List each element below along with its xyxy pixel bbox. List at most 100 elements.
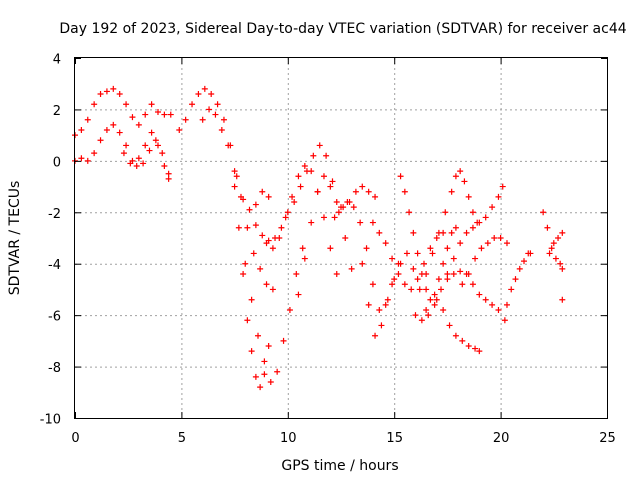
data-point-marker [499,183,506,190]
data-point-marker [397,173,404,180]
data-point-marker [559,296,566,303]
data-point-marker [516,265,523,272]
data-point-marker [469,209,476,216]
data-point-marker [389,281,396,288]
data-point-marker [465,343,472,349]
y-tick-labels: -10 -8 -6 -4 -2 0 2 4 [40,53,61,428]
data-point-marker [414,276,421,283]
data-point-marker [103,88,110,95]
data-point-marker [201,85,208,92]
data-point-marker [457,240,464,247]
data-point-marker [440,260,447,267]
data-point-marker [357,219,364,226]
data-point-marker [261,358,268,365]
data-point-marker [384,296,391,303]
series-arc-v [546,229,566,303]
data-point-marker [482,214,489,221]
data-point-marker [297,183,304,190]
data-point-marker [438,286,445,293]
data-point-marker [431,291,438,298]
y-axis-title: SDTVAR / TECUs [7,181,23,296]
data-point-marker [195,91,202,97]
data-point-marker [378,322,385,329]
data-point-marker [212,111,219,118]
x-tick-label: 0 [71,431,79,446]
data-point-marker [316,142,323,149]
data-point-marker [408,286,415,293]
data-point-marker [369,281,376,288]
data-point-marker [476,291,483,298]
data-point-marker [280,337,287,344]
data-point-marker [442,209,449,216]
data-point-marker [333,199,340,205]
data-point-marker [110,85,117,92]
data-point-marker [135,155,142,162]
data-point-marker [495,193,502,200]
plot-frame [74,57,608,419]
data-point-marker [246,206,253,213]
y-tick-label: -2 [48,207,61,222]
data-point-marker [552,255,559,262]
data-point-marker [278,224,285,231]
data-point-marker [461,178,468,185]
data-point-marker [123,101,130,108]
data-point-marker [450,255,457,262]
data-point-marker [406,209,413,216]
data-point-marker [414,250,421,257]
data-point-marker [189,101,196,108]
data-point-marker [350,204,357,211]
data-point-marker [335,209,342,216]
data-point-marker [382,301,389,308]
data-point-marker [423,271,430,277]
data-point-marker [274,368,281,375]
series-arc-c [120,137,172,177]
data-point-marker [176,127,183,133]
data-point-marker [372,332,379,339]
y-tick-label: -4 [48,258,61,273]
data-point-marker [503,301,510,308]
data-point-marker [301,255,308,262]
data-point-marker [435,229,442,236]
x-tick-label: 15 [386,431,403,446]
data-point-marker [265,193,272,200]
data-point-marker [459,281,466,288]
data-point-marker [252,222,259,229]
data-point-marker [314,188,321,195]
data-point-marker [548,245,555,252]
data-point-marker [267,379,274,385]
data-point-marker [231,183,238,190]
data-point-marker [84,116,91,123]
data-point-marker [250,250,257,257]
data-point-marker [376,229,383,236]
series-arc-t [503,250,534,308]
data-point-marker [320,173,327,180]
data-point-marker [263,240,270,247]
data-point-marker [338,204,344,211]
data-point-marker [206,106,213,113]
series-arc-n [397,173,459,303]
data-point-marker [476,348,483,355]
data-point-marker [427,296,434,303]
grid-lines [75,58,607,418]
data-point-marker [559,229,566,236]
data-point-marker [220,116,227,123]
data-point-marker [261,371,268,378]
data-point-marker [382,240,389,247]
data-point-marker [142,111,149,118]
data-point-marker [295,173,302,180]
data-point-marker [359,183,366,190]
data-point-marker [474,219,481,226]
data-point-marker [465,271,472,277]
series-arc-e [199,106,276,293]
data-point-marker [161,111,168,118]
data-point-marker [495,307,502,313]
data-point-marker [546,250,553,257]
data-point-marker [418,317,425,324]
data-point-marker [544,224,551,231]
x-tick-label: 25 [599,431,616,446]
axis-ticks [75,58,608,419]
series-arc-q [433,296,483,355]
data-point-marker [484,240,491,247]
data-point-marker [308,168,315,175]
